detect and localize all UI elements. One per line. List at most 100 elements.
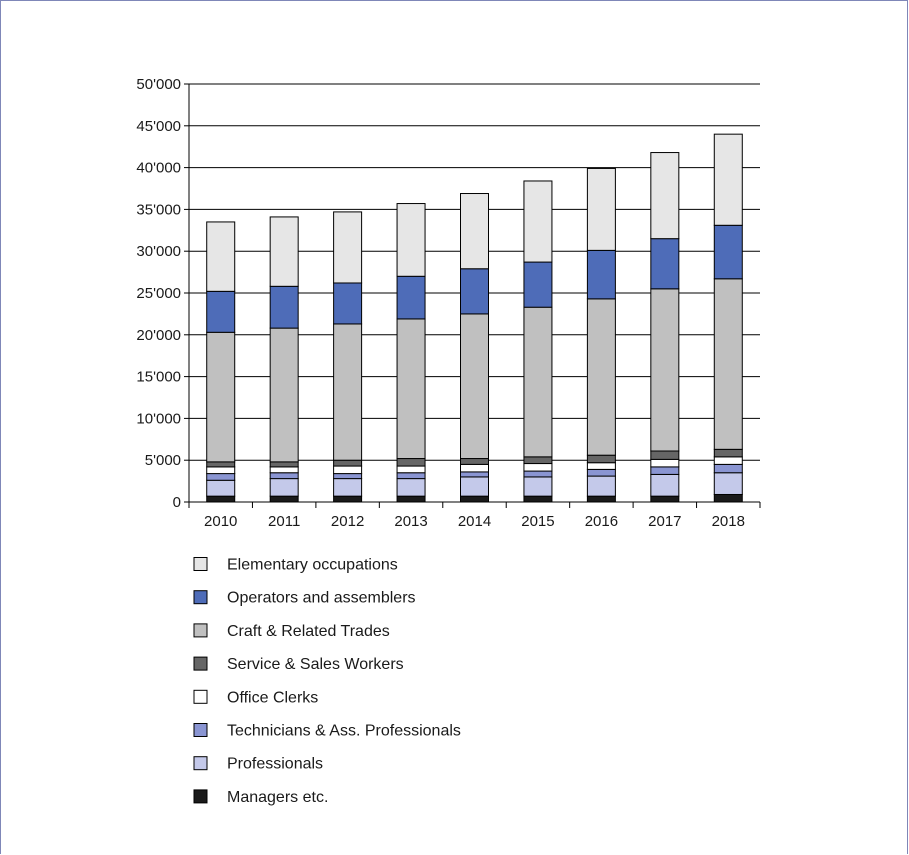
- bar-segment-elementary-occupations-2016: [586, 167, 616, 251]
- bar-segment-professionals-2014: [460, 476, 489, 497]
- bar-segment-operators-and-assemblers-2017: [650, 238, 680, 290]
- x-tick-label: 2012: [331, 513, 364, 530]
- legend-item-service-and-sales-workers: Service & Sales Workers: [193, 656, 404, 673]
- bar-segment-professionals-2016: [586, 475, 616, 497]
- bar-segment-service-and-sales-workers-2018: [713, 448, 743, 458]
- y-tick-label: 15'000: [136, 369, 181, 386]
- bar-segment-service-and-sales-workers-2010: [206, 461, 236, 468]
- y-tick-label: 5'000: [145, 452, 181, 469]
- bar-segment-professionals-2015: [523, 476, 553, 497]
- x-tick-label: 2016: [585, 513, 618, 530]
- bar-segment-technicians-and-ass-professionals-2011: [269, 472, 299, 480]
- bar-segment-managers-etc-2011: [269, 495, 299, 503]
- bar-segment-operators-and-assemblers-2013: [396, 275, 426, 320]
- bar-segment-operators-and-assemblers-2011: [269, 285, 299, 329]
- bar-segment-technicians-and-ass-professionals-2018: [713, 463, 743, 474]
- bar-segment-managers-etc-2018: [713, 493, 743, 503]
- bar-segment-craft-and-related-trades-2013: [396, 318, 426, 460]
- legend: Elementary occupations Operators and asse…: [193, 557, 461, 806]
- legend-label: Elementary occupations: [227, 557, 398, 574]
- bar-segment-managers-etc-2017: [650, 495, 680, 503]
- bar-segment-craft-and-related-trades-2015: [523, 306, 553, 458]
- legend-item-office-clerks: Office Clerks: [193, 689, 318, 706]
- x-tick-label: 2014: [458, 513, 491, 530]
- bar-segment-professionals-2013: [396, 478, 426, 497]
- legend-item-operators-and-assemblers: Operators and assemblers: [193, 590, 416, 607]
- bar-segment-operators-and-assemblers-2018: [713, 224, 743, 280]
- x-tick-label: 2010: [204, 513, 237, 530]
- bar-segment-service-and-sales-workers-2012: [333, 459, 363, 467]
- y-tick-label: 20'000: [136, 327, 181, 344]
- bar-segment-office-clerks-2014: [460, 463, 489, 473]
- bar-segment-office-clerks-2013: [396, 465, 426, 474]
- legend-label: Technicians & Ass. Professionals: [227, 723, 461, 740]
- legend-swatch: [193, 689, 208, 704]
- y-tick-labels: 0 5'000 10'000 15'000 20'000 25'000 30'000 35'0…: [136, 76, 181, 511]
- legend-swatch: [193, 723, 208, 737]
- legend-swatch: [193, 756, 208, 771]
- axes: [184, 83, 761, 508]
- x-tick-label: 2013: [394, 513, 427, 530]
- bar-segment-operators-and-assemblers-2016: [586, 249, 616, 300]
- bar-segment-elementary-occupations-2017: [650, 152, 680, 240]
- bar-segment-elementary-occupations-2011: [269, 216, 299, 287]
- y-tick-label: 35'000: [136, 201, 181, 218]
- y-tick-label: 30'000: [136, 243, 181, 260]
- x-tick-label: 2011: [268, 513, 300, 530]
- bar-segment-elementary-occupations-2015: [523, 180, 553, 263]
- bar-segment-technicians-and-ass-professionals-2015: [523, 470, 553, 478]
- bar-segment-managers-etc-2014: [460, 495, 489, 503]
- legend-label: Office Clerks: [227, 689, 318, 706]
- bar-segment-office-clerks-2017: [650, 458, 680, 468]
- legend-item-professionals: Professionals: [193, 756, 323, 773]
- bar-segment-craft-and-related-trades-2011: [269, 327, 299, 463]
- x-tick-label: 2015: [521, 513, 554, 530]
- legend-item-elementary-occupations: Elementary occupations: [193, 557, 398, 574]
- bar-segment-service-and-sales-workers-2014: [460, 458, 489, 465]
- bar-segment-managers-etc-2012: [333, 495, 363, 503]
- legend-label: Professionals: [227, 756, 323, 773]
- bar-segment-technicians-and-ass-professionals-2017: [650, 466, 680, 475]
- legend-swatch: [193, 789, 208, 804]
- bar-segment-operators-and-assemblers-2015: [523, 261, 553, 308]
- bar-segment-office-clerks-2016: [586, 462, 616, 470]
- bar-segment-managers-etc-2010: [206, 495, 236, 503]
- bar-segment-elementary-occupations-2012: [333, 211, 363, 284]
- y-tick-label: 0: [173, 494, 181, 511]
- bar-segment-craft-and-related-trades-2012: [333, 323, 363, 461]
- y-tick-label: 10'000: [136, 410, 181, 427]
- bar-segment-technicians-and-ass-professionals-2012: [333, 473, 363, 480]
- legend-label: Managers etc.: [227, 789, 328, 806]
- bar-segment-technicians-and-ass-professionals-2016: [586, 468, 616, 477]
- legend-label: Craft & Related Trades: [227, 623, 390, 640]
- bar-segment-managers-etc-2016: [586, 495, 616, 503]
- bar-segment-craft-and-related-trades-2017: [650, 288, 680, 452]
- bar-segment-office-clerks-2012: [333, 465, 363, 475]
- bar-segment-elementary-occupations-2010: [206, 221, 236, 292]
- legend-item-managers-etc: Managers etc.: [193, 789, 328, 806]
- bar-segment-professionals-2010: [206, 479, 236, 497]
- bar-segment-service-and-sales-workers-2013: [396, 458, 426, 467]
- bar-segment-professionals-2011: [269, 478, 299, 497]
- bar-segment-professionals-2018: [713, 472, 743, 495]
- x-tick-label: 2018: [712, 513, 745, 530]
- bar-segment-elementary-occupations-2013: [396, 203, 426, 277]
- x-tick-label: 2017: [648, 513, 681, 530]
- bar-segment-craft-and-related-trades-2010: [206, 331, 236, 463]
- bar-segment-service-and-sales-workers-2017: [650, 450, 680, 460]
- y-tick-label: 40'000: [136, 160, 181, 177]
- bar-segment-managers-etc-2013: [396, 495, 426, 503]
- y-tick-label: 45'000: [136, 118, 181, 135]
- y-tick-label: 50'000: [136, 76, 181, 93]
- bar-segment-operators-and-assemblers-2014: [460, 268, 489, 315]
- bar-segment-professionals-2017: [650, 473, 680, 497]
- legend-swatch: [193, 590, 208, 605]
- bar-segment-elementary-occupations-2018: [713, 133, 743, 226]
- bar-segment-technicians-and-ass-professionals-2010: [206, 473, 236, 481]
- legend-item-technicians-and-ass-professionals: Technicians & Ass. Professionals: [193, 723, 461, 740]
- y-tick-label: 25'000: [136, 285, 181, 302]
- bar-segment-operators-and-assemblers-2012: [333, 282, 363, 325]
- bar-segment-technicians-and-ass-professionals-2014: [460, 471, 489, 478]
- bar-segment-service-and-sales-workers-2011: [269, 461, 299, 468]
